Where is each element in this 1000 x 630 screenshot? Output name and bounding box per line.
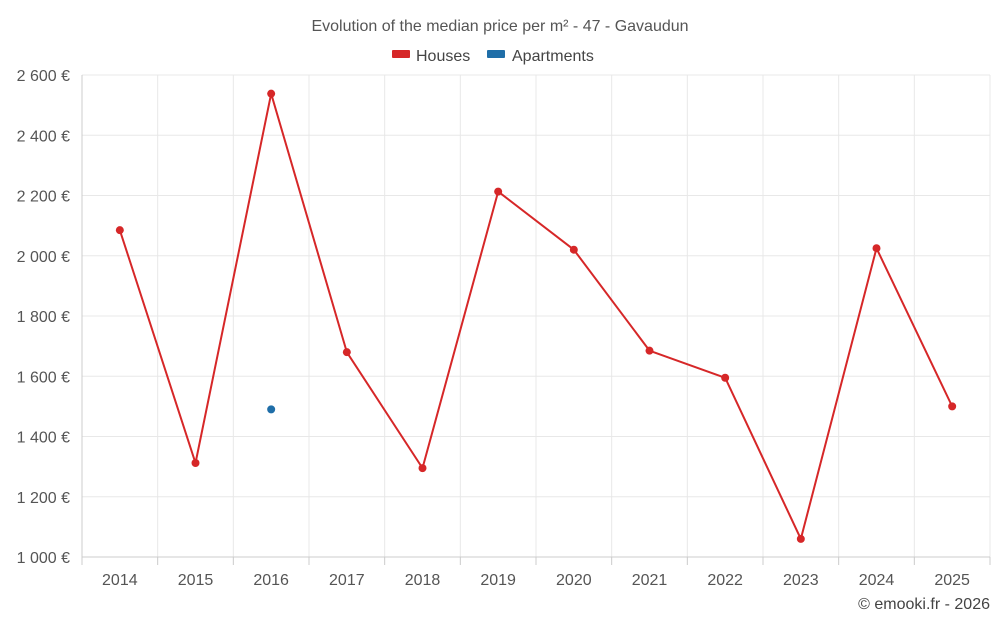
series-layer bbox=[115, 89, 957, 543]
legend-item-houses[interactable]: Houses bbox=[392, 48, 470, 65]
y-tick-label: 2 200 € bbox=[17, 189, 70, 206]
data-point-houses[interactable] bbox=[645, 346, 654, 355]
y-axis: 1 000 € 1 200 € 1 400 € 1 600 € 1 800 € 2 000… bbox=[17, 68, 83, 567]
series-houses bbox=[115, 89, 957, 543]
x-tick-label: 2016 bbox=[253, 572, 289, 589]
x-tick-label: 2014 bbox=[102, 572, 138, 589]
x-tick-label: 2022 bbox=[707, 572, 743, 589]
data-point-houses[interactable] bbox=[872, 244, 881, 253]
x-tick-label: 2019 bbox=[480, 572, 516, 589]
x-tick-label: 2024 bbox=[859, 572, 895, 589]
data-point-houses[interactable] bbox=[418, 464, 427, 473]
data-point-houses[interactable] bbox=[569, 245, 578, 254]
legend-item-apartments[interactable]: Apartments bbox=[487, 48, 594, 65]
data-point-houses[interactable] bbox=[342, 348, 351, 357]
credit-text: © emooki.fr - 2026 bbox=[858, 596, 990, 613]
y-tick-label: 2 400 € bbox=[17, 128, 70, 145]
data-point-houses[interactable] bbox=[191, 459, 200, 468]
legend-label-houses: Houses bbox=[416, 48, 470, 65]
data-point-houses[interactable] bbox=[796, 534, 805, 543]
series-line-houses bbox=[118, 92, 954, 540]
y-tick-label: 1 200 € bbox=[17, 490, 70, 507]
data-point-houses[interactable] bbox=[494, 187, 503, 196]
legend-swatch-houses bbox=[392, 50, 410, 58]
data-point-houses[interactable] bbox=[115, 226, 124, 235]
data-point-apartments[interactable] bbox=[267, 405, 276, 414]
x-tick-label: 2025 bbox=[934, 572, 970, 589]
y-tick-label: 2 000 € bbox=[17, 249, 70, 266]
y-tick-label: 1 400 € bbox=[17, 430, 70, 447]
y-tick-label: 1 600 € bbox=[17, 369, 70, 386]
x-tick-label: 2015 bbox=[178, 572, 214, 589]
x-tick-label: 2021 bbox=[632, 572, 668, 589]
grid bbox=[81, 74, 991, 557]
data-point-houses[interactable] bbox=[721, 373, 730, 382]
x-tick-label: 2020 bbox=[556, 572, 592, 589]
y-tick-label: 1 800 € bbox=[17, 309, 70, 326]
x-axis: 2014 2015 2016 2017 2018 2019 2020 2021 2022 2023… bbox=[81, 556, 991, 589]
legend-label-apartments: Apartments bbox=[512, 48, 594, 65]
chart-title: Evolution of the median price per m² - 4… bbox=[311, 18, 688, 35]
data-point-houses[interactable] bbox=[948, 402, 957, 411]
x-tick-label: 2018 bbox=[405, 572, 441, 589]
data-point-houses[interactable] bbox=[267, 89, 276, 98]
series-apartments bbox=[267, 405, 276, 414]
legend: Houses Apartments bbox=[392, 48, 594, 65]
legend-swatch-apartments bbox=[487, 50, 505, 58]
x-tick-label: 2017 bbox=[329, 572, 365, 589]
y-tick-label: 1 000 € bbox=[17, 550, 70, 567]
y-tick-label: 2 600 € bbox=[17, 68, 70, 85]
x-tick-label: 2023 bbox=[783, 572, 819, 589]
